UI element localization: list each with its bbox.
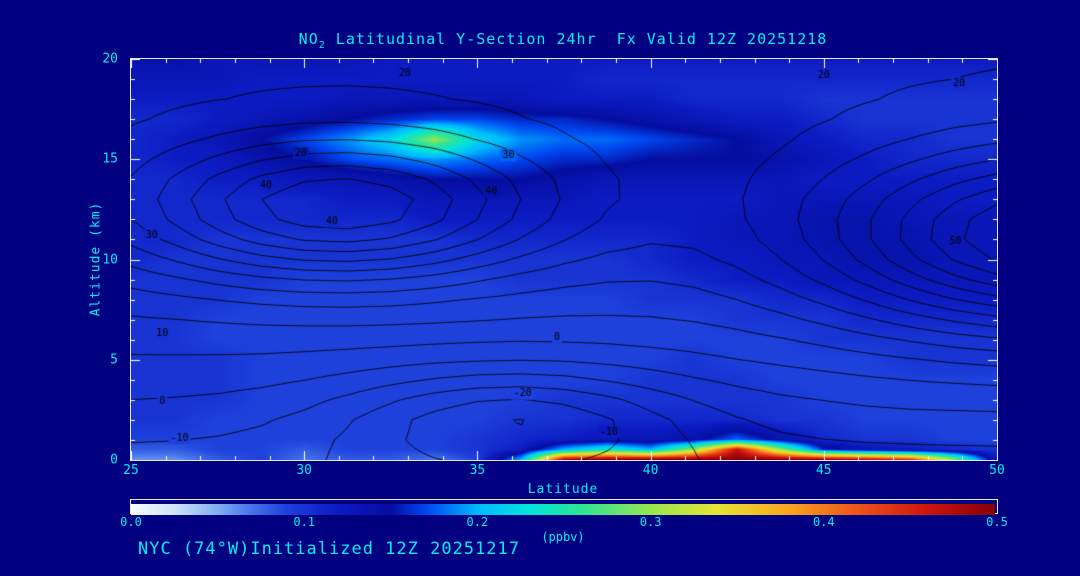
colorbar-tick-label: 0.0 <box>120 515 142 529</box>
colorbar-frame <box>130 499 998 515</box>
x-tick-label: 50 <box>989 463 1005 478</box>
x-tick-label: 30 <box>296 463 313 478</box>
x-tick-label: 35 <box>469 463 486 478</box>
colorbar-tick-label: 0.5 <box>986 515 1008 529</box>
colorbar-ticks: 0.0 0.1 0.2 0.3 0.4 0.5 <box>120 515 1008 530</box>
x-tick-label: 25 <box>123 463 139 478</box>
plot-area <box>130 58 998 461</box>
colorbar-tick-label: 0.4 <box>812 515 835 529</box>
y-tick-label: 20 <box>102 51 118 67</box>
y-tick-label: 0 <box>110 452 118 468</box>
chart-title: NO2 Latitudinal Y-Section 24hr Fx Valid … <box>130 30 996 51</box>
y-tick-label: 15 <box>102 151 118 167</box>
y-axis-ticks: 0 5 10 15 20 <box>58 52 124 468</box>
x-axis-ticks: 25 30 35 40 45 50 <box>123 463 1005 479</box>
colorbar-units-label: (ppbv) <box>541 530 585 544</box>
contour-canvas <box>131 59 997 460</box>
y-tick-label: 10 <box>102 252 118 267</box>
x-tick-label: 45 <box>815 463 832 478</box>
colorbar-tick-label: 0.1 <box>293 515 316 529</box>
colorbar-tick-label: 0.2 <box>466 515 489 529</box>
chart-title-rest: Latitudinal Y-Section 24hr Fx Valid 12Z … <box>325 30 828 48</box>
chart-title-prefix: NO <box>298 30 319 48</box>
chart-title-subscript: 2 <box>318 40 326 51</box>
x-axis-label: Latitude <box>527 482 599 497</box>
footer-text: NYC (74°W)Initialized 12Z 20251217 <box>138 539 520 559</box>
colorbar-tick-label: 0.3 <box>639 515 662 529</box>
colorbar <box>131 504 995 515</box>
x-tick-label: 40 <box>642 463 659 478</box>
y-tick-label: 5 <box>110 352 118 368</box>
